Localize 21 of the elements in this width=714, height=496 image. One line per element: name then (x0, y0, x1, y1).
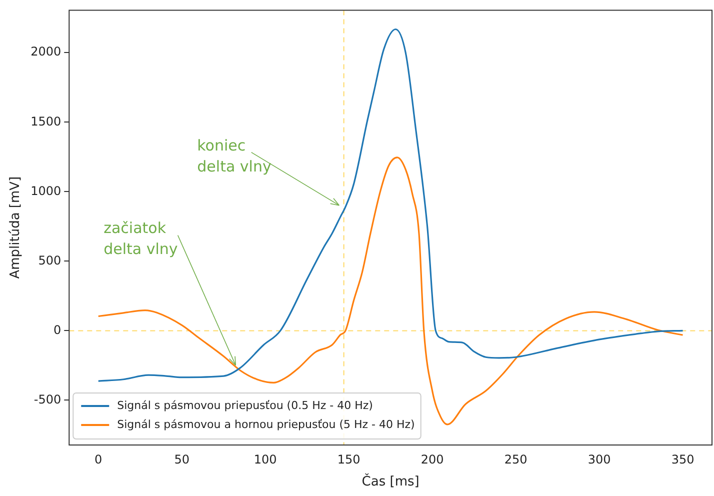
y-tick-label: 0 (54, 322, 62, 337)
y-tick-label: 500 (38, 253, 62, 268)
legend-label: Signál s pásmovou priepusťou (0.5 Hz - 40 Hz) (117, 398, 373, 412)
y-tick-label: 1500 (30, 114, 62, 128)
y-tick-label: 1000 (30, 184, 62, 198)
x-tick-label: 100 (254, 452, 277, 466)
annotation: začiatok delta vlny (104, 219, 178, 258)
line-series (98, 28, 684, 382)
x-tick-label: 0 (94, 452, 102, 466)
x-axis-title: Čas [ms] (362, 472, 420, 490)
x-tick-label: 200 (420, 452, 444, 466)
x-tick-label: 50 (174, 452, 190, 466)
x-tick-label: 250 (504, 452, 528, 466)
y-axis-title: Amplitúda [mV] (8, 176, 24, 279)
x-tick-label: 350 (671, 452, 694, 466)
x-tick-label: 150 (337, 452, 360, 466)
y-tick-label: -500 (34, 392, 62, 406)
x-tick-label: 300 (588, 452, 611, 466)
y-tick-label: 2000 (30, 44, 62, 59)
annotation: koniec delta vlny (197, 136, 272, 176)
legend-label: Signál s pásmovou a hornou priepusťou (5 Hz - 40 Hz) (117, 418, 415, 431)
